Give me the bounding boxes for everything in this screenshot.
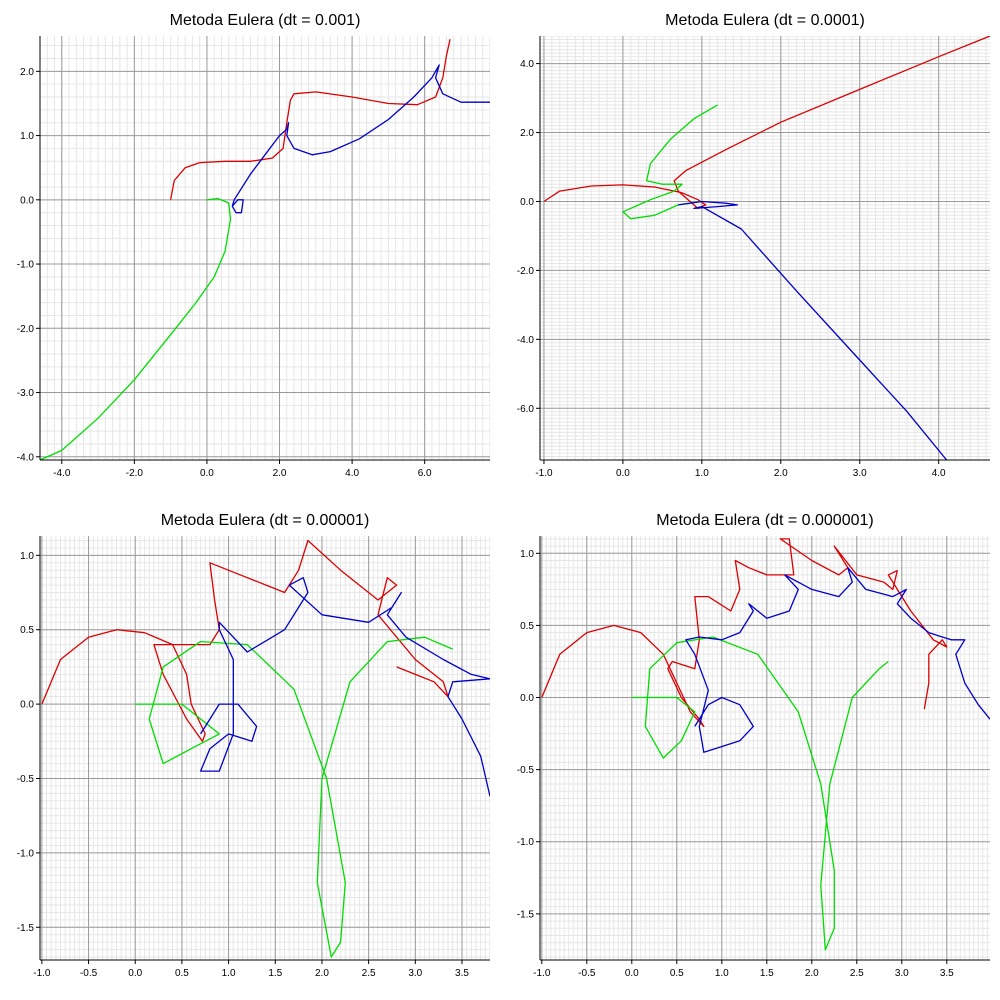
y-tick-label: 2.0 (520, 128, 534, 139)
y-tick-label: 0.5 (520, 621, 534, 632)
x-tick-label: 1.5 (760, 968, 774, 979)
x-tick-label: -2.0 (126, 468, 144, 479)
series-line-1 (40, 197, 232, 460)
y-tick-label: -1.5 (17, 923, 35, 934)
x-tick-label: 2.0 (774, 468, 788, 479)
x-tick-label: 3.0 (853, 468, 867, 479)
chart-title: Metoda Eulera (dt = 0.000001) (656, 512, 874, 529)
y-tick-label: 0.5 (20, 625, 34, 636)
x-tick-label: 0.0 (128, 968, 142, 979)
x-tick-label: 3.5 (455, 968, 469, 979)
series-line-2 (231, 64, 490, 214)
x-tick-label: -1.0 (535, 468, 553, 479)
series-group (543, 36, 990, 460)
x-tick-label: 0.0 (616, 468, 630, 479)
x-tick-label: 1.0 (715, 968, 729, 979)
x-tick-label: 2.0 (805, 968, 819, 979)
y-tick-label: -4.0 (17, 452, 35, 463)
x-tick-label: 2.5 (362, 968, 376, 979)
minor-grid (40, 536, 490, 960)
y-tick-label: -1.0 (17, 260, 35, 271)
x-tick-label: 4.0 (932, 468, 946, 479)
series-line-0 (169, 39, 451, 200)
x-tick-label: -4.0 (53, 468, 71, 479)
minor-grid (540, 36, 990, 461)
series-line-2 (199, 577, 490, 797)
y-tick-label: -6.0 (517, 404, 535, 415)
y-tick-label: 1.0 (20, 131, 34, 142)
y-tick-label: -1.0 (17, 848, 35, 859)
series-line-1 (631, 636, 889, 951)
x-tick-label: 4.0 (345, 468, 359, 479)
y-tick-label: -3.0 (17, 388, 35, 399)
series-line-0 (541, 538, 948, 728)
x-tick-label: -1.0 (533, 968, 551, 979)
series-line-0 (41, 539, 449, 742)
series-line-1 (135, 636, 453, 958)
y-tick-label: 0.0 (20, 700, 34, 711)
y-tick-label: -1.5 (517, 909, 535, 920)
y-tick-label: -2.0 (517, 266, 535, 277)
major-grid (40, 536, 490, 960)
y-tick-label: -0.5 (17, 774, 35, 785)
minor-grid (40, 36, 490, 460)
major-grid (540, 36, 990, 460)
plot-area: -4.0 -2.0 0.0 2.0 4.0 6.0 -4.0 -3.0 -2.0 -1.0 0.0 1… (17, 36, 490, 479)
y-tick-label: 0.0 (520, 197, 534, 208)
x-tick-label: 0.0 (200, 468, 214, 479)
series-line-2 (685, 567, 990, 753)
x-tick-label: 3.0 (408, 968, 422, 979)
x-tick-label: -1.0 (33, 968, 51, 979)
x-tick-label: 2.5 (850, 968, 864, 979)
y-tick-label: 1.0 (20, 551, 34, 562)
plot-area: -1.0 -0.5 0.0 0.5 1.0 1.5 2.0 2.5 3.0 3.5 -1.5 -1.0… (17, 536, 490, 979)
x-tick-label: 3.0 (895, 968, 909, 979)
series-line-2 (678, 200, 948, 460)
chart-title: Metoda Eulera (dt = 0.001) (169, 12, 361, 29)
x-tick-label: 2.0 (273, 468, 287, 479)
minor-grid (540, 536, 990, 960)
y-tick-label: -0.5 (517, 765, 535, 776)
x-tick-label: 0.5 (670, 968, 684, 979)
y-tick-label: 2.0 (20, 67, 34, 78)
chart-title: Metoda Eulera (dt = 0.00001) (160, 512, 370, 529)
major-grid (40, 36, 490, 460)
x-tick-label: 6.0 (418, 468, 432, 479)
x-tick-label: 1.0 (222, 968, 236, 979)
x-tick-label: 1.5 (268, 968, 282, 979)
y-tick-label: 4.0 (520, 59, 534, 70)
x-tick-label: 0.0 (625, 968, 639, 979)
series-line-1 (622, 104, 718, 220)
y-tick-label: 1.0 (520, 549, 534, 560)
y-tick-label: -2.0 (17, 324, 35, 335)
plot-area: -1.0 -0.5 0.0 0.5 1.0 1.5 2.0 2.5 3.0 3.5 -1.5 -1.0… (517, 536, 990, 979)
plot-area: -1.0 0.0 1.0 2.0 3.0 4.0 -6.0 -4.0 -2.0 0.0 2.0 4.0 (517, 36, 990, 479)
y-tick-label: -1.0 (517, 837, 535, 848)
series-group (41, 539, 490, 958)
x-tick-label: -0.5 (578, 968, 596, 979)
x-tick-label: 0.5 (175, 968, 189, 979)
x-tick-label: 1.0 (695, 468, 709, 479)
x-tick-label: 2.0 (315, 968, 329, 979)
major-grid (540, 536, 990, 960)
y-tick-label: 0.0 (520, 693, 534, 704)
x-tick-label: -0.5 (80, 968, 98, 979)
series-group (541, 538, 990, 951)
y-tick-label: 0.0 (20, 195, 34, 206)
x-tick-label: 3.5 (940, 968, 954, 979)
chart-title: Metoda Eulera (dt = 0.0001) (665, 12, 865, 29)
series-group (40, 39, 490, 460)
y-tick-label: -4.0 (517, 335, 535, 346)
